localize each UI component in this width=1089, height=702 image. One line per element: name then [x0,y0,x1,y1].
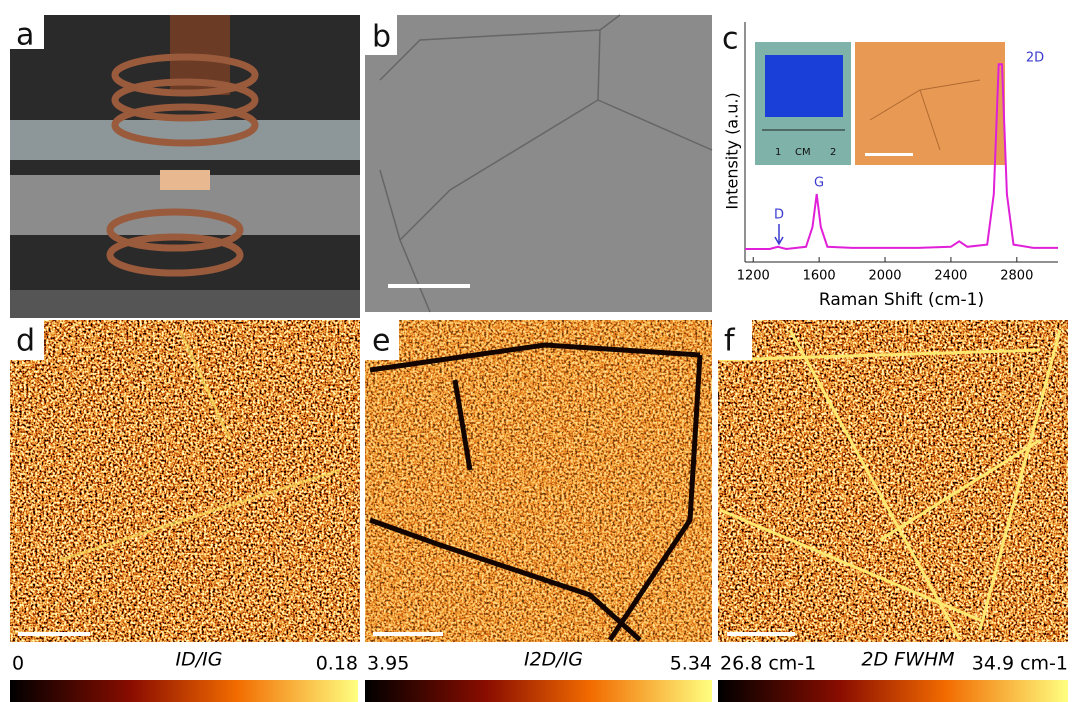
y-axis-label: Intensity (a.u.) [723,92,742,209]
ruler-label: CM [795,147,811,158]
panel-label: e [372,324,390,359]
colorbar-min: 26.8 cm-1 [720,653,816,675]
ruler-label: 2 [830,147,836,158]
colorbar [365,680,712,702]
x-tick-label: 1600 [803,269,836,284]
panel-label: f [724,324,736,359]
colorbar-label: 2D FWHM [861,649,954,671]
panel-label: d [16,324,35,359]
x-tick-label: 2400 [934,269,967,284]
map-f [718,320,1068,642]
panel-label: a [16,18,34,53]
map-d [10,320,360,642]
peak-label: G [814,176,824,191]
photo-a [10,15,360,318]
x-tick-label: 2000 [868,269,901,284]
colorbar-max: 0.18 [316,653,358,675]
peak-label: D [774,208,784,223]
sem-b [365,14,713,313]
x-tick-label: 1200 [737,269,770,284]
colorbar-max: 5.34 [670,653,712,675]
x-tick-label: 2800 [1000,269,1033,284]
map-e [365,320,712,642]
colorbar [718,680,1068,702]
panel-label: b [372,20,391,55]
panel-label: c [722,22,739,57]
ruler-label: 1 [775,147,781,158]
peak-arrow [774,224,784,246]
insets-c [755,42,1005,165]
colorbar-min: 3.95 [367,653,409,675]
colorbar-label: ID/IG [176,649,223,671]
colorbar-label: I2D/IG [524,649,583,671]
colorbar-max: 34.9 cm-1 [972,653,1068,675]
colorbar-min: 0 [12,653,24,675]
peak-label: 2D [1026,51,1044,66]
x-axis-label: Raman Shift (cm-1) [819,290,984,310]
spectrum-line [745,63,1058,251]
colorbar [10,680,358,702]
